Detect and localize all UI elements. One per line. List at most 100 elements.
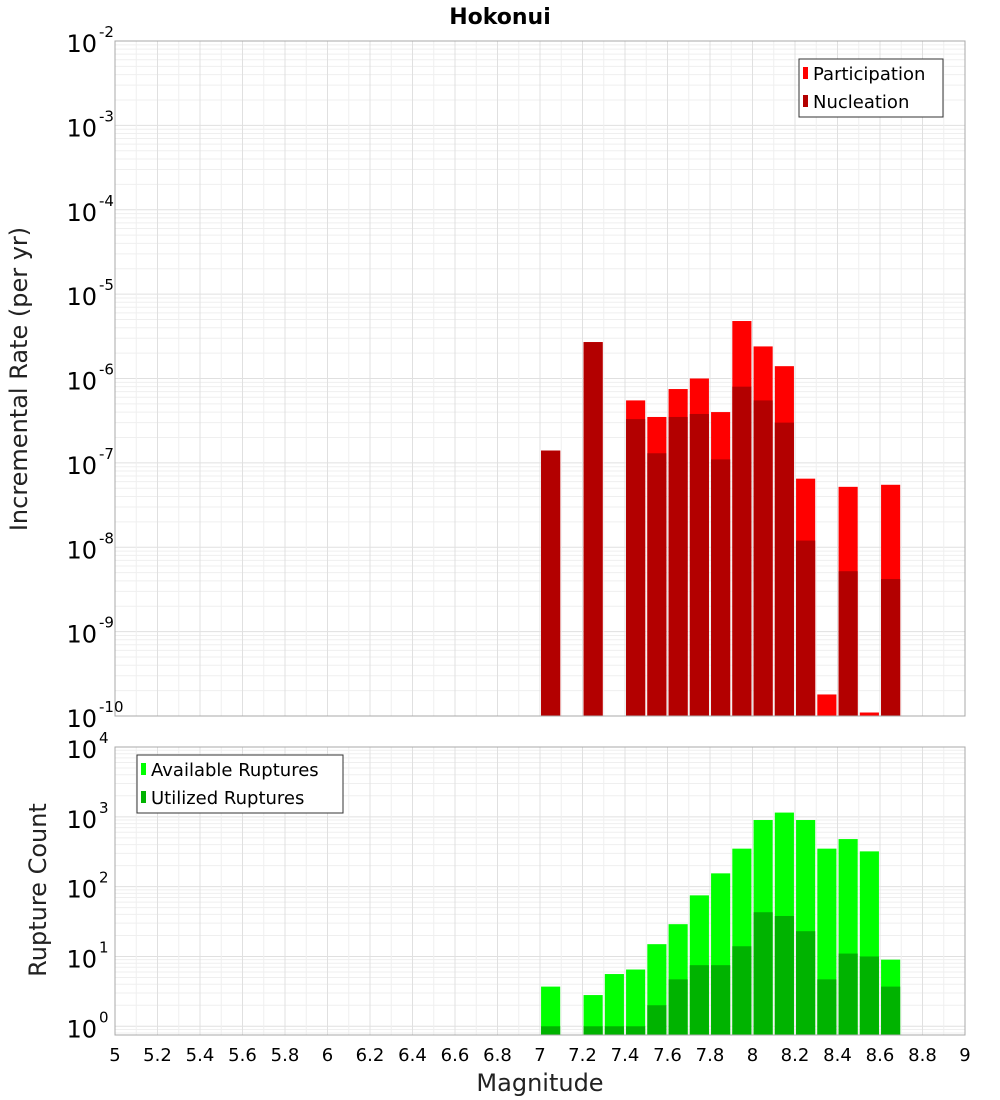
x-tick-label: 5.4 — [186, 1045, 215, 1066]
count-bar-secondary — [647, 1005, 667, 1035]
y-tick-exponent: 1 — [99, 938, 109, 956]
y-tick-label: 10 — [66, 368, 97, 396]
rate-bar-secondary — [796, 540, 816, 716]
rate-bar-secondary — [541, 450, 561, 716]
count-bar-primary — [541, 986, 561, 1035]
x-axis-label: Magnitude — [476, 1069, 603, 1097]
rate-bar-primary — [817, 694, 837, 716]
legend-box — [136, 754, 344, 814]
x-tick-label: 8.8 — [908, 1045, 937, 1066]
y-tick-exponent: -10 — [99, 698, 124, 716]
y-tick-label: 10 — [66, 536, 97, 564]
count-bar-primary — [626, 969, 646, 1035]
count-bar-primary — [583, 995, 603, 1035]
y-tick-exponent: -8 — [99, 529, 114, 547]
x-tick-label: 5.6 — [228, 1045, 257, 1066]
count-bar-secondary — [604, 1026, 624, 1035]
rate-bar-secondary — [689, 413, 709, 716]
count-bar-primary — [604, 974, 624, 1035]
x-tick-label: 6 — [322, 1045, 333, 1066]
x-tick-label: 6.6 — [441, 1045, 470, 1066]
y-tick-exponent: -2 — [99, 23, 114, 41]
x-tick-label: 5 — [109, 1045, 120, 1066]
legend-swatch — [141, 791, 146, 803]
rate-bar-secondary — [626, 419, 646, 716]
rate-bar-secondary — [732, 386, 752, 716]
rate-bar-secondary — [838, 571, 858, 716]
rate-bar-secondary — [668, 416, 688, 716]
x-tick-label: 6.2 — [356, 1045, 385, 1066]
y-tick-label: 10 — [66, 1015, 97, 1043]
y-tick-exponent: -3 — [99, 107, 114, 125]
y-tick-label: 10 — [66, 283, 97, 311]
count-bar-secondary — [689, 965, 709, 1035]
count-bar-secondary — [541, 1026, 561, 1035]
plot-frame — [114, 746, 966, 1036]
y-tick-exponent: -4 — [99, 192, 114, 210]
x-tick-label: 8.4 — [823, 1045, 852, 1066]
y-tick-label: 10 — [66, 806, 97, 834]
rate-bar-primary — [859, 712, 879, 716]
y-tick-exponent: 4 — [99, 729, 109, 747]
rate-bar-secondary — [647, 453, 667, 716]
count-bar-secondary — [859, 956, 879, 1035]
x-tick-label: 5.8 — [271, 1045, 300, 1066]
count-bar-secondary — [881, 986, 901, 1035]
chart-title: Hokonui — [449, 5, 551, 30]
rate-bar-secondary — [881, 579, 901, 716]
x-tick-label: 8 — [747, 1045, 758, 1066]
legend-swatch — [803, 95, 808, 107]
x-tick-label: 9 — [959, 1045, 970, 1066]
count-bar-secondary — [732, 946, 752, 1035]
count-bar-secondary — [753, 912, 773, 1035]
y-tick-exponent: 3 — [99, 799, 109, 817]
y-tick-label: 10 — [66, 945, 97, 973]
count-bar-secondary — [796, 931, 816, 1035]
y-tick-label: 10 — [66, 736, 97, 764]
y-tick-label: 10 — [66, 452, 97, 480]
legend-entry-label: Utilized Ruptures — [151, 788, 304, 809]
y-tick-exponent: -5 — [99, 276, 114, 294]
count-bar-secondary — [626, 1026, 646, 1035]
count-bar-secondary — [583, 1026, 603, 1035]
count-bar-secondary — [711, 965, 731, 1035]
y-tick-label: 10 — [66, 876, 97, 904]
rate-bar-secondary — [753, 400, 773, 716]
x-tick-label: 7.8 — [696, 1045, 725, 1066]
rate-bar-secondary — [711, 459, 731, 716]
y-tick-exponent: 2 — [99, 869, 109, 887]
y-tick-exponent: -9 — [99, 614, 114, 632]
legend-entry-label: Available Ruptures — [151, 760, 319, 781]
top-y-axis-label: Incremental Rate (per yr) — [5, 227, 33, 531]
x-tick-label: 7.2 — [568, 1045, 597, 1066]
legend-entry-label: Nucleation — [813, 92, 909, 113]
y-tick-label: 10 — [66, 114, 97, 142]
plot-frame — [114, 40, 966, 717]
x-tick-label: 6.4 — [398, 1045, 427, 1066]
x-tick-label: 7.4 — [611, 1045, 640, 1066]
legend-swatch — [141, 763, 146, 775]
x-tick-label: 6.8 — [483, 1045, 512, 1066]
x-tick-label: 8.2 — [781, 1045, 810, 1066]
count-bar-secondary — [838, 953, 858, 1035]
bottom-y-axis-label: Rupture Count — [24, 803, 52, 977]
legend: Participation Nucleation — [798, 58, 944, 118]
legend-entry-label: Participation — [813, 64, 925, 85]
count-bar-secondary — [774, 915, 794, 1035]
y-tick-label: 10 — [66, 621, 97, 649]
x-tick-label: 7.6 — [653, 1045, 682, 1066]
x-tick-label: 7 — [534, 1045, 545, 1066]
rate-bar-secondary — [583, 342, 603, 716]
y-tick-label: 10 — [66, 705, 97, 733]
y-tick-exponent: -6 — [99, 361, 114, 379]
y-tick-label: 10 — [66, 30, 97, 58]
count-bar-secondary — [817, 979, 837, 1035]
y-tick-label: 10 — [66, 199, 97, 227]
count-bar-secondary — [668, 979, 688, 1035]
rate-bar-secondary — [774, 422, 794, 716]
y-tick-exponent: -7 — [99, 445, 114, 463]
y-tick-exponent: 0 — [99, 1008, 109, 1026]
x-tick-label: 5.2 — [143, 1045, 172, 1066]
legend-box — [798, 58, 944, 118]
